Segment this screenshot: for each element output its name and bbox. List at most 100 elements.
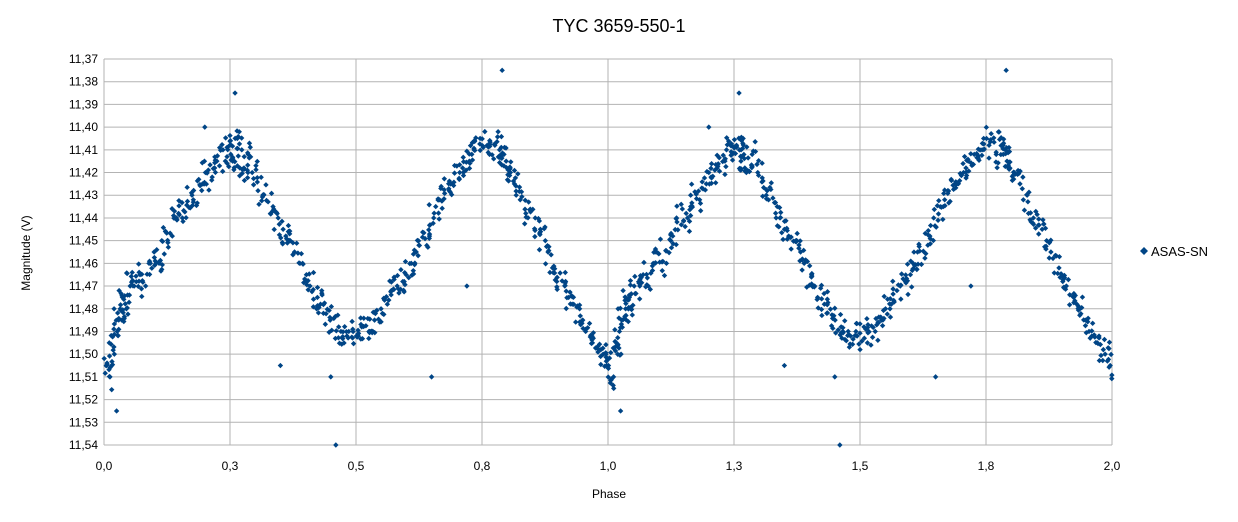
- data-point: [355, 333, 361, 339]
- data-point: [881, 315, 887, 322]
- data-point: [139, 293, 145, 300]
- y-tick-label: 11,48: [69, 302, 98, 316]
- data-point: [679, 206, 686, 212]
- data-point: [781, 226, 788, 232]
- data-point: [963, 165, 969, 171]
- data-point: [559, 278, 565, 284]
- data-point: [285, 222, 292, 229]
- data-point: [887, 306, 893, 312]
- data-point: [147, 260, 154, 267]
- data-point: [980, 135, 987, 142]
- data-point: [1030, 215, 1037, 221]
- data-point: [350, 340, 357, 347]
- data-point: [1048, 249, 1054, 255]
- data-point: [152, 258, 158, 264]
- data-point: [797, 238, 803, 244]
- data-point: [628, 291, 634, 297]
- data-point: [689, 203, 695, 209]
- data-point: [133, 273, 139, 279]
- data-point: [710, 173, 716, 179]
- data-point: [927, 233, 933, 239]
- data-point: [506, 172, 513, 179]
- data-point: [554, 286, 560, 293]
- data-point: [720, 152, 726, 158]
- data-point: [633, 290, 639, 297]
- data-point: [438, 183, 444, 190]
- data-point: [305, 287, 311, 293]
- data-point: [563, 288, 569, 294]
- data-point: [358, 315, 364, 321]
- data-point: [1039, 226, 1045, 232]
- data-point: [567, 289, 573, 295]
- data-point: [667, 236, 673, 243]
- data-point: [699, 179, 705, 185]
- data-point: [652, 246, 659, 252]
- data-point: [562, 269, 568, 276]
- data-point: [268, 190, 275, 197]
- data-point: [622, 306, 629, 312]
- legend: ASAS-SN: [1140, 244, 1208, 259]
- data-point: [752, 148, 759, 155]
- data-point-outlier: [464, 283, 470, 289]
- data-point-outlier: [232, 90, 238, 96]
- data-point: [527, 209, 534, 215]
- y-tick-label: 11,45: [69, 234, 98, 248]
- data-point: [238, 135, 245, 141]
- data-point: [817, 285, 824, 291]
- data-point: [630, 302, 636, 309]
- data-point: [1042, 244, 1048, 250]
- data-point: [125, 311, 131, 317]
- data-point: [276, 221, 282, 227]
- data-point: [857, 330, 863, 336]
- data-point: [963, 172, 970, 179]
- data-point: [763, 192, 769, 198]
- data-point: [415, 252, 421, 259]
- data-point: [204, 170, 210, 176]
- data-point: [1077, 312, 1083, 318]
- data-point: [477, 147, 483, 154]
- data-point: [154, 247, 160, 253]
- data-point: [108, 332, 114, 339]
- data-point: [625, 297, 632, 303]
- data-point: [557, 270, 563, 276]
- data-point: [895, 282, 902, 288]
- data-point: [456, 162, 463, 168]
- data-point: [872, 328, 878, 335]
- data-point: [703, 181, 710, 187]
- data-point: [316, 304, 322, 311]
- data-point: [542, 237, 549, 244]
- data-point: [542, 261, 549, 267]
- data-point: [839, 335, 845, 341]
- x-tick-label: 1,8: [978, 459, 995, 473]
- data-point: [595, 343, 601, 349]
- data-point-outlier: [499, 67, 505, 74]
- data-point: [346, 328, 352, 335]
- data-point: [320, 301, 327, 308]
- data-point: [854, 333, 860, 339]
- data-point: [451, 179, 457, 185]
- data-point: [220, 168, 226, 175]
- data-point: [752, 139, 758, 145]
- data-point: [413, 249, 419, 255]
- data-point: [536, 247, 543, 253]
- data-point: [737, 167, 743, 173]
- data-point: [661, 272, 668, 279]
- data-point: [349, 335, 356, 341]
- data-point: [1041, 221, 1047, 227]
- data-point: [505, 178, 512, 184]
- data-point: [536, 230, 543, 236]
- data-point: [598, 361, 604, 368]
- data-point: [546, 247, 552, 254]
- data-point: [1106, 339, 1113, 345]
- data-point: [796, 242, 802, 248]
- data-point: [412, 260, 418, 266]
- data-point: [911, 249, 917, 255]
- data-point: [745, 155, 751, 161]
- data-point: [268, 211, 274, 217]
- data-point: [415, 238, 422, 244]
- data-point: [410, 271, 417, 277]
- data-point: [616, 345, 622, 351]
- data-point: [636, 296, 643, 302]
- data-point: [687, 192, 694, 198]
- data-point: [842, 318, 848, 324]
